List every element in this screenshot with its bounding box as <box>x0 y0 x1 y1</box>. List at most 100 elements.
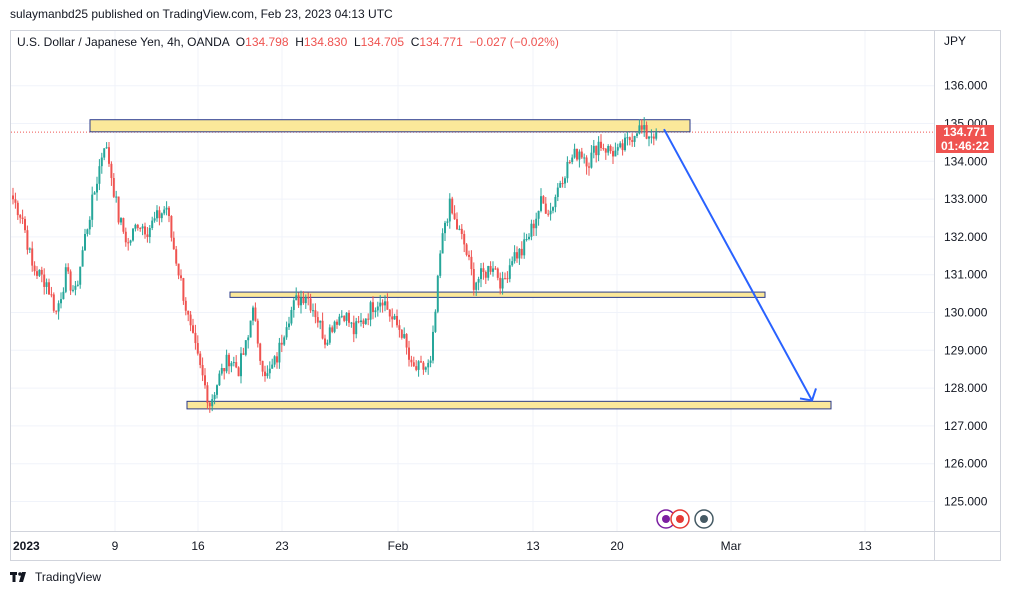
candle-body <box>292 300 295 310</box>
candle-body <box>40 269 43 275</box>
time-tick-label: 13 <box>858 539 872 553</box>
candle-body <box>319 320 322 323</box>
symbol-legend[interactable]: U.S. Dollar / Japanese Yen, 4h, OANDA O1… <box>17 35 559 49</box>
candle-body <box>501 278 504 289</box>
candle-body <box>532 223 535 229</box>
candle-body <box>628 137 631 141</box>
candle-body <box>396 315 398 326</box>
high-value: 134.830 <box>303 35 348 49</box>
candle-body <box>62 291 65 300</box>
candle-body <box>280 342 283 345</box>
candle-body <box>592 145 595 153</box>
candle-body <box>88 219 91 230</box>
price-zone <box>229 291 766 298</box>
candle-body <box>441 233 444 254</box>
currency-label[interactable]: JPY <box>944 34 967 48</box>
candle-body <box>252 307 254 321</box>
candle-body <box>460 228 463 234</box>
candle-body <box>314 310 317 318</box>
candle-body <box>312 310 314 312</box>
candle-body <box>604 148 607 153</box>
candle-body <box>160 213 163 219</box>
price-tick-label: 129.000 <box>944 343 988 357</box>
candle-body <box>405 334 408 348</box>
footer[interactable]: TradingView <box>10 570 101 584</box>
candle-body <box>391 316 394 320</box>
candle-body <box>216 385 218 395</box>
time-tick-label: Feb <box>388 539 409 553</box>
candle-body <box>580 151 583 158</box>
price-tick-label: 126.000 <box>944 457 988 471</box>
time-tick-label: 9 <box>112 539 119 553</box>
candle-body <box>290 309 293 324</box>
candle-body <box>624 137 626 151</box>
candle-body <box>595 145 598 156</box>
candle-body <box>643 125 646 130</box>
candle-body <box>86 229 89 234</box>
price-tick-label: 133.000 <box>944 192 988 206</box>
candle-body <box>453 213 456 220</box>
candle-body <box>585 157 588 167</box>
candle-body <box>165 207 168 210</box>
candle-body <box>367 318 370 320</box>
event-marker-icon[interactable] <box>694 509 714 529</box>
candle-body <box>175 249 178 264</box>
candle-body <box>518 248 521 259</box>
candle-body <box>72 289 74 291</box>
price-tick-label: 125.000 <box>944 495 988 509</box>
candle-body <box>494 268 497 270</box>
candle-body <box>412 362 415 367</box>
candle-body <box>652 136 655 139</box>
candle-body <box>304 297 307 304</box>
candle-body <box>640 125 643 130</box>
candle-body <box>571 157 574 163</box>
candle-body <box>331 327 334 332</box>
event-marker-dot <box>662 515 670 523</box>
chart-frame[interactable] <box>10 30 1001 561</box>
candle-body <box>648 136 650 139</box>
candle-body <box>484 271 487 278</box>
candle-body <box>547 213 550 215</box>
candle-body <box>525 238 528 240</box>
candle-body <box>444 222 446 234</box>
symbol-name: U.S. Dollar / Japanese Yen, 4h, OANDA <box>17 35 230 49</box>
candle-body <box>136 224 139 228</box>
candle-body <box>141 226 144 229</box>
change-value: −0.027 (−0.02%) <box>469 35 559 49</box>
candle-body <box>607 146 610 153</box>
horizontal-zones <box>89 119 832 410</box>
time-tick-label: 16 <box>191 539 205 553</box>
candle-body <box>237 367 240 377</box>
candle-body <box>108 147 110 164</box>
candle-body <box>616 147 619 151</box>
candle-body <box>523 239 526 256</box>
candle-body <box>487 266 490 278</box>
candle-body <box>429 360 432 363</box>
candle-body <box>451 198 454 214</box>
candle-body <box>436 275 439 312</box>
candle-body <box>446 221 449 223</box>
candle-body <box>379 302 382 307</box>
close-label: C <box>410 35 420 49</box>
candle-body <box>552 207 554 211</box>
candle-body <box>528 236 530 239</box>
candle-body <box>600 141 602 149</box>
footer-brand: TradingView <box>35 570 102 584</box>
event-marker-icon[interactable] <box>670 509 690 529</box>
candle-body <box>213 394 216 400</box>
candle-body <box>381 302 384 306</box>
high-label: H <box>295 35 304 49</box>
candle-body <box>93 192 96 195</box>
candle-body <box>578 151 581 160</box>
candle-body <box>199 353 202 365</box>
candle-body <box>561 183 564 185</box>
candle-body <box>36 271 38 276</box>
candle-body <box>196 343 199 354</box>
candle-body <box>76 284 79 286</box>
candle-body <box>427 362 430 368</box>
candle-body <box>338 316 341 325</box>
event-marker-dot <box>676 515 684 523</box>
projection-arrow-line <box>663 128 813 401</box>
candle-body <box>489 266 492 272</box>
